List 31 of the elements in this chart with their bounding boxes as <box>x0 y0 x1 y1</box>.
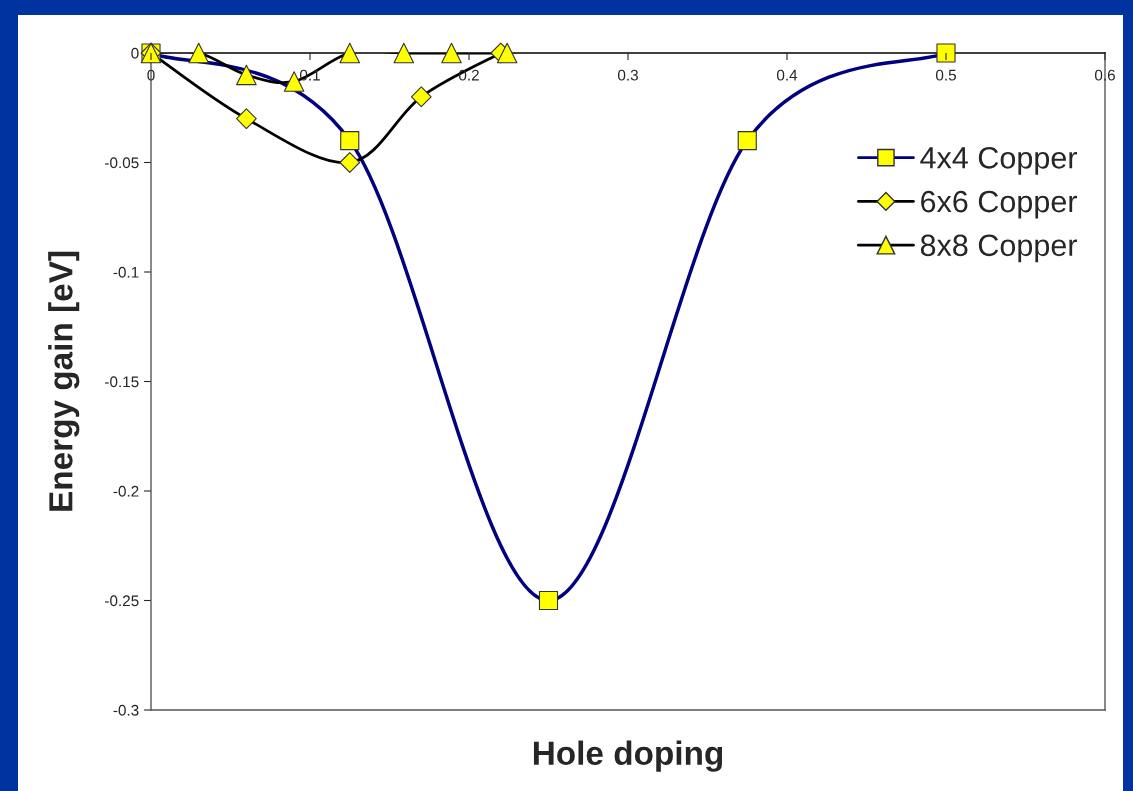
y-tick-label: -0.3 <box>113 704 139 716</box>
legend-label: 6x6 Copper <box>921 190 1077 219</box>
point <box>936 43 956 63</box>
x-tick-label: 0.5 <box>935 69 956 81</box>
x-axis-title: Hole doping <box>533 740 723 772</box>
point <box>737 131 757 151</box>
legend-label: 8x8 Copper <box>920 234 1077 263</box>
point <box>538 590 559 611</box>
y-axis-title: Energy gain [eV] <box>48 251 80 511</box>
x-tick-label: 0.3 <box>617 69 638 81</box>
point <box>236 108 257 130</box>
x-tick-label: 0.4 <box>776 69 798 81</box>
y-tick-label: 0 <box>131 47 139 59</box>
point <box>496 42 518 64</box>
y-tick-label: -0.15 <box>105 376 139 388</box>
y-tick-label: -0.25 <box>105 595 139 607</box>
point <box>339 152 361 173</box>
y-tick-label: -0.05 <box>105 157 139 169</box>
point <box>188 42 209 64</box>
y-tick-label: -0.2 <box>113 485 139 497</box>
y-tick-label: -0.1 <box>113 266 139 278</box>
point <box>393 42 415 64</box>
point <box>441 42 462 64</box>
point <box>339 42 361 64</box>
x-tick-label: 0.6 <box>1094 69 1115 81</box>
legend-label: 4x4 Copper <box>920 147 1077 175</box>
point <box>410 86 432 108</box>
point <box>236 64 257 86</box>
point <box>340 131 360 151</box>
x-tick-label: 0.2 <box>458 69 479 81</box>
x-tick-label: 0 <box>147 69 155 81</box>
